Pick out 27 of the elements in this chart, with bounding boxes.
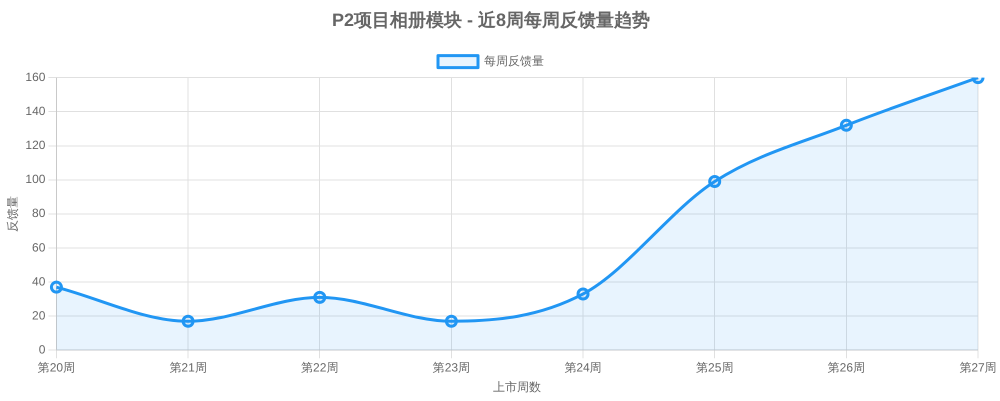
y-tick-label: 60	[32, 240, 46, 254]
y-tick-label: 80	[32, 206, 46, 220]
point	[708, 175, 722, 188]
x-axis-title: 上市周数	[493, 380, 542, 394]
point	[182, 314, 195, 328]
y-tick-label: 20	[32, 308, 46, 322]
chart-title: P2项目相册模块 - 近8周每周反馈量趋势	[332, 10, 650, 30]
y-tick-label: 160	[25, 70, 46, 84]
legend-label: 每周反馈量	[484, 54, 544, 68]
y-axis-title: 反馈量	[6, 196, 20, 232]
x-tick-label: 第26周	[828, 360, 866, 375]
y-tick-label: 140	[25, 104, 46, 118]
x-tick-label: 第20周	[38, 360, 76, 375]
x-tick-label: 第22周	[301, 360, 338, 375]
y-tick-label: 120	[25, 138, 46, 152]
point	[313, 290, 326, 304]
x-tick-label: 第27周	[959, 360, 997, 375]
x-tick-label: 第25周	[696, 360, 734, 375]
point	[840, 118, 853, 132]
y-tick-label: 100	[25, 172, 46, 186]
y-tick-label: 0	[38, 342, 46, 357]
point	[576, 287, 590, 300]
x-tick-label: 第23周	[432, 360, 470, 375]
y-tick-label: 40	[32, 274, 46, 288]
x-tick-label: 第24周	[564, 360, 602, 375]
point	[444, 314, 458, 328]
x-tick-label: 第21周	[169, 360, 207, 375]
